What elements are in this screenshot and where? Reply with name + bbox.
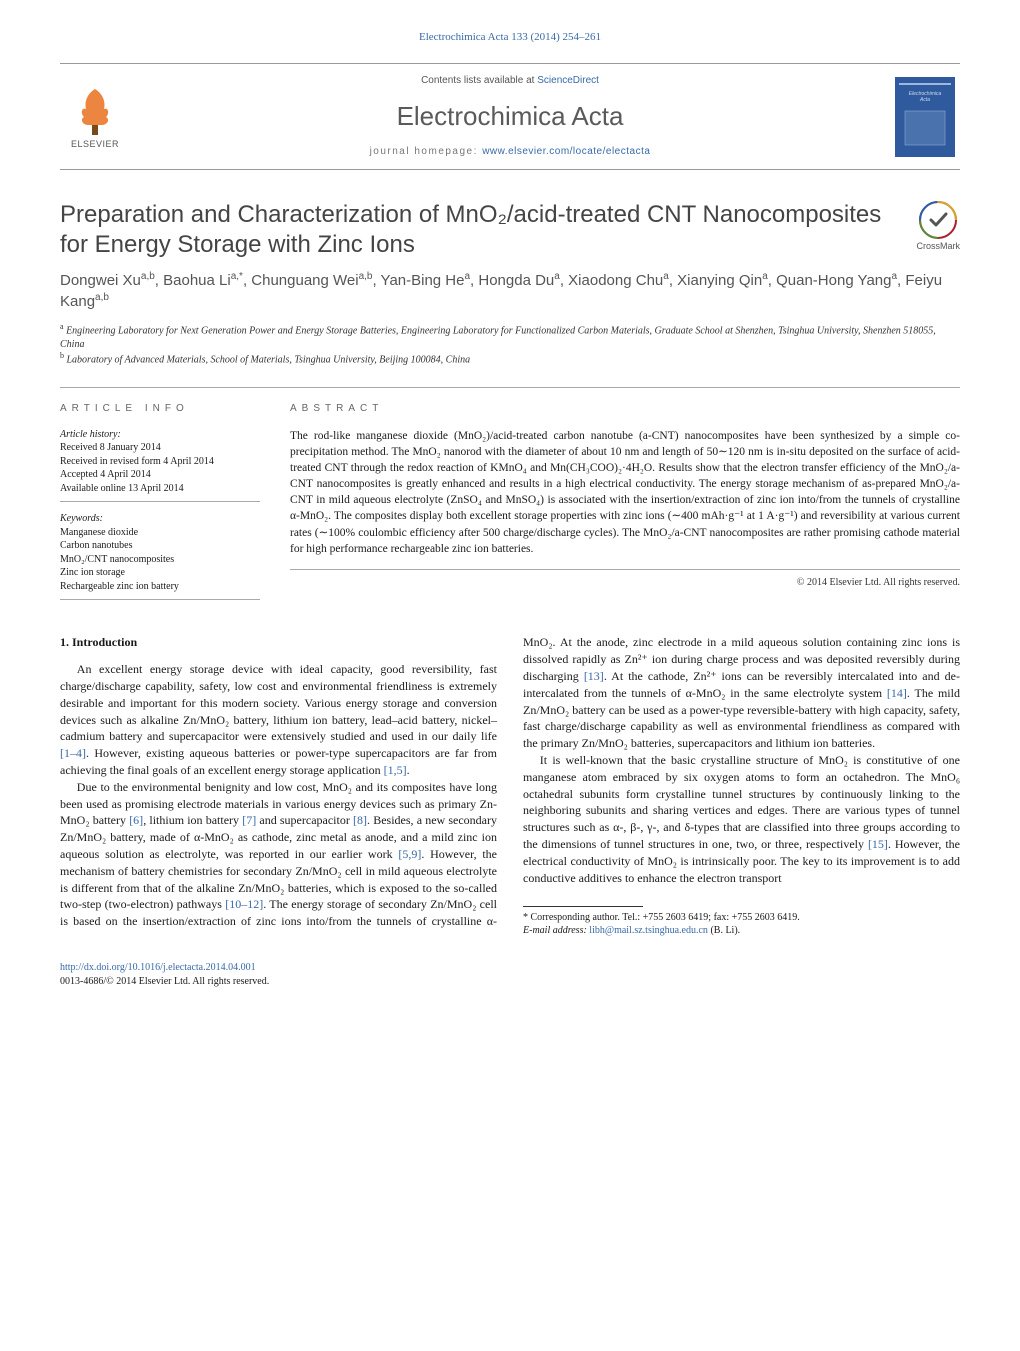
citation-link[interactable]: [13] xyxy=(584,669,604,683)
crossmark-label: CrossMark xyxy=(916,240,960,253)
affiliation-a: a Engineering Laboratory for Next Genera… xyxy=(60,322,960,351)
footnote-email-line: E-mail address: libh@mail.sz.tsinghua.ed… xyxy=(523,924,960,937)
homepage-link[interactable]: www.elsevier.com/locate/electacta xyxy=(482,146,650,157)
homepage-prefix: journal homepage: xyxy=(370,146,483,157)
elsevier-logo: ELSEVIER xyxy=(60,74,130,158)
keyword: Carbon nanotubes xyxy=(60,539,260,553)
doi-block: http://dx.doi.org/10.1016/j.electacta.20… xyxy=(60,961,960,988)
citation-link[interactable]: [6] xyxy=(129,813,143,827)
keyword: Zinc ion storage xyxy=(60,566,260,580)
citation-link[interactable]: [7] xyxy=(242,813,256,827)
footnote-line: * Corresponding author. Tel.: +755 2603 … xyxy=(523,911,960,924)
paragraph: It is well-known that the basic crystall… xyxy=(523,752,960,886)
abstract-label: abstract xyxy=(290,402,960,416)
paper-title: Preparation and Characterization of MnO₂… xyxy=(60,200,896,260)
cover-icon: Electrochimica Acta xyxy=(895,77,955,157)
section-heading: 1. Introduction xyxy=(60,634,497,651)
elsevier-tree-icon xyxy=(70,83,120,138)
keywords-block: Keywords: Manganese dioxide Carbon nanot… xyxy=(60,512,260,600)
article-info-label: article info xyxy=(60,402,260,416)
info-abstract-row: article info Article history: Received 8… xyxy=(60,387,960,611)
keywords-head: Keywords: xyxy=(60,512,260,526)
affiliations: a Engineering Laboratory for Next Genera… xyxy=(60,322,960,367)
citation-link[interactable]: [1–4] xyxy=(60,746,86,760)
contents-prefix: Contents lists available at xyxy=(421,75,537,86)
abstract-text: The rod-like manganese dioxide (MnO₂)/ac… xyxy=(290,428,960,570)
article-history-head: Article history: xyxy=(60,428,260,442)
abstract-column: abstract The rod-like manganese dioxide … xyxy=(290,402,960,611)
journal-homepage-line: journal homepage: www.elsevier.com/locat… xyxy=(130,145,890,159)
journal-center-block: Contents lists available at ScienceDirec… xyxy=(130,74,890,158)
elsevier-wordmark: ELSEVIER xyxy=(71,138,119,151)
sciencedirect-link[interactable]: ScienceDirect xyxy=(537,75,599,86)
paragraph: An excellent energy storage device with … xyxy=(60,661,497,779)
keyword: MnO₂/CNT nanocomposites xyxy=(60,553,260,567)
body-text: 1. Introduction An excellent energy stor… xyxy=(60,634,960,937)
history-line: Available online 13 April 2014 xyxy=(60,482,260,496)
issue-reference: Electrochimica Acta 133 (2014) 254–261 xyxy=(60,30,960,45)
keyword: Manganese dioxide xyxy=(60,526,260,540)
keyword: Rechargeable zinc ion battery xyxy=(60,580,260,594)
abstract-copyright: © 2014 Elsevier Ltd. All rights reserved… xyxy=(290,576,960,590)
history-line: Received in revised form 4 April 2014 xyxy=(60,455,260,469)
crossmark-icon xyxy=(918,200,958,240)
affiliation-b: b Laboratory of Advanced Materials, Scho… xyxy=(60,351,960,367)
journal-name: Electrochimica Acta xyxy=(130,98,890,134)
article-history-block: Article history: Received 8 January 2014… xyxy=(60,428,260,503)
email-link[interactable]: libh@mail.sz.tsinghua.edu.cn xyxy=(589,925,708,936)
citation-link[interactable]: [10–12] xyxy=(225,897,263,911)
citation-link[interactable]: [15] xyxy=(868,837,888,851)
crossmark-badge[interactable]: CrossMark xyxy=(916,200,960,253)
citation-link[interactable]: [5,9] xyxy=(398,847,421,861)
footnote-separator xyxy=(523,906,643,907)
title-row: Preparation and Characterization of MnO₂… xyxy=(60,200,960,260)
journal-cover-thumbnail: Electrochimica Acta xyxy=(890,74,960,158)
article-info-column: article info Article history: Received 8… xyxy=(60,402,260,611)
contents-lists-line: Contents lists available at ScienceDirec… xyxy=(130,74,890,88)
journal-header: ELSEVIER Contents lists available at Sci… xyxy=(60,63,960,169)
citation-link[interactable]: [1,5] xyxy=(384,763,407,777)
author-list: Dongwei Xua,b, Baohua Lia,*, Chunguang W… xyxy=(60,270,960,312)
doi-link[interactable]: http://dx.doi.org/10.1016/j.electacta.20… xyxy=(60,962,256,973)
citation-link[interactable]: [8] xyxy=(353,813,367,827)
citation-link[interactable]: [14] xyxy=(887,686,907,700)
issn-copyright-line: 0013-4686/© 2014 Elsevier Ltd. All right… xyxy=(60,975,960,989)
history-line: Received 8 January 2014 xyxy=(60,441,260,455)
corresponding-author-footnote: * Corresponding author. Tel.: +755 2603 … xyxy=(523,911,960,937)
svg-text:Acta: Acta xyxy=(919,97,930,103)
history-line: Accepted 4 April 2014 xyxy=(60,468,260,482)
